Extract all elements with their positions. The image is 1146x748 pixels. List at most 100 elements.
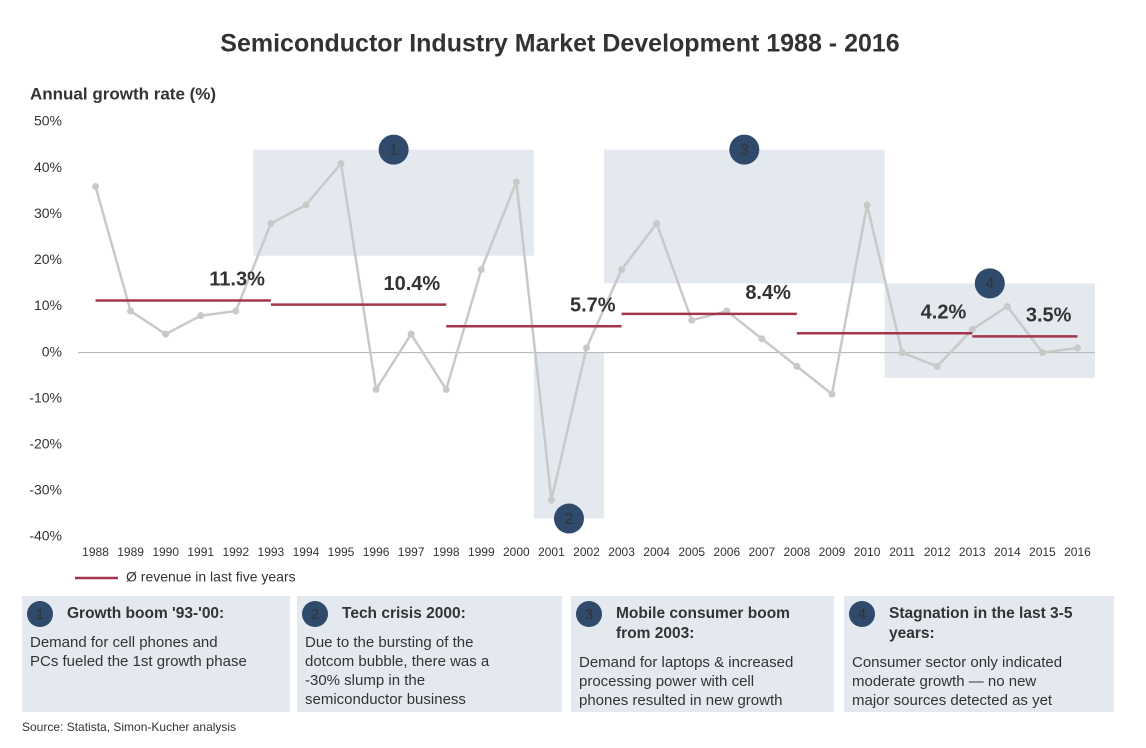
panel-title: Tech crisis 2000: — [342, 605, 466, 622]
x-tick-label: 2011 — [889, 545, 915, 559]
x-tick-label: 2012 — [924, 545, 951, 559]
growth-point — [442, 385, 450, 393]
x-tick-label: 2006 — [713, 545, 740, 559]
growth-point — [512, 178, 520, 186]
period-panel — [844, 596, 1114, 712]
growth-point — [828, 390, 836, 398]
growth-point — [477, 266, 485, 274]
y-tick-label: 20% — [34, 251, 62, 267]
panel-text: major sources detected as yet — [852, 692, 1053, 709]
growth-point — [968, 326, 976, 333]
growth-point — [863, 201, 871, 209]
panel-text: PCs fueled the 1st growth phase — [30, 653, 247, 670]
y-tick-label: -20% — [29, 435, 62, 451]
x-tick-label: 2005 — [678, 545, 705, 559]
panel-badge-label: 2 — [311, 606, 319, 623]
average-label: 10.4% — [384, 273, 441, 295]
average-label: 5.7% — [570, 295, 616, 317]
panel-text: dotcom bubble, there was a — [305, 653, 490, 670]
chart-title: Semiconductor Industry Market Developmen… — [220, 30, 899, 58]
x-tick-label: 1994 — [293, 545, 320, 559]
average-label: 3.5% — [1026, 305, 1072, 327]
growth-point — [933, 362, 941, 370]
x-tick-label: 2009 — [819, 545, 846, 559]
growth-point — [547, 496, 555, 504]
x-tick-label: 2000 — [503, 545, 530, 559]
period-panel — [297, 596, 562, 712]
period-panel — [22, 596, 290, 712]
x-tick-label: 1997 — [398, 545, 425, 559]
y-tick-label: -30% — [29, 482, 62, 498]
period-badge-label: 1 — [389, 142, 398, 159]
x-tick-label: 1999 — [468, 545, 495, 559]
panel-badge-label: 4 — [858, 606, 866, 623]
y-tick-label: 50% — [34, 113, 62, 129]
panel-title: Growth boom '93-'00: — [67, 605, 224, 622]
period-badge — [553, 503, 584, 534]
x-tick-label: 1988 — [82, 545, 109, 559]
x-tick-label: 2016 — [1064, 545, 1091, 559]
period-region — [253, 149, 534, 256]
period-badge-label: 3 — [740, 142, 749, 159]
panel-text: -30% slump in the — [305, 672, 425, 689]
panel-title: from 2003: — [616, 625, 694, 642]
legend-label: Ø revenue in last five years — [126, 569, 296, 585]
panel-text: Demand for cell phones and — [30, 634, 218, 651]
x-tick-label: 1993 — [258, 545, 285, 559]
source: Source: Statista, Simon-Kucher analysis — [22, 720, 236, 734]
x-tick-label: 2003 — [608, 545, 635, 559]
x-tick-label: 1995 — [328, 545, 355, 559]
y-tick-label: 0% — [42, 343, 62, 359]
x-tick-label: 2007 — [748, 545, 775, 559]
panel-text: Due to the bursting of the — [305, 634, 473, 651]
panel-badge — [27, 601, 53, 627]
growth-point — [407, 330, 415, 338]
growth-point — [618, 266, 626, 274]
y-tick-label: -10% — [29, 389, 62, 405]
growth-point — [1073, 344, 1081, 352]
growth-point — [653, 219, 661, 227]
x-tick-label: 2010 — [854, 545, 881, 559]
panel-title: years: — [889, 625, 935, 642]
panel-title: Stagnation in the last 3-5 — [889, 605, 1073, 622]
growth-point — [302, 201, 310, 209]
growth-point — [758, 335, 766, 343]
period-region — [604, 149, 885, 284]
panel-badge — [302, 601, 328, 627]
x-tick-label: 1990 — [152, 545, 179, 559]
x-tick-label: 1991 — [187, 545, 214, 559]
panel-text: Consumer sector only indicated — [852, 654, 1062, 671]
growth-point — [1003, 302, 1011, 310]
x-tick-label: 1989 — [117, 545, 144, 559]
growth-point — [898, 349, 906, 357]
growth-point — [372, 385, 380, 393]
period-badge — [729, 134, 760, 165]
period-panel — [571, 596, 834, 712]
panel-text: phones resulted in new growth — [579, 692, 782, 709]
y-tick-label: -40% — [29, 528, 62, 544]
panel-badge — [576, 601, 602, 627]
y-axis-title: Annual growth rate (%) — [30, 84, 216, 103]
growth-point — [793, 362, 801, 370]
x-tick-label: 2015 — [1029, 545, 1056, 559]
period-badge — [378, 134, 409, 165]
average-label: 8.4% — [745, 282, 791, 304]
growth-point — [127, 307, 135, 315]
average-label: 4.2% — [921, 301, 967, 323]
x-tick-label: 2013 — [959, 545, 986, 559]
growth-point — [688, 316, 696, 324]
y-tick-label: 30% — [34, 205, 62, 221]
growth-point — [267, 219, 275, 227]
period-region — [533, 352, 605, 519]
period-region — [884, 283, 1095, 378]
growth-point — [232, 307, 240, 315]
panel-text: Demand for laptops & increased — [579, 654, 793, 671]
growth-point — [92, 183, 100, 191]
x-tick-label: 2008 — [784, 545, 811, 559]
average-label: 11.3% — [209, 269, 265, 291]
y-tick-label: 40% — [34, 159, 62, 175]
panel-badge-label: 3 — [585, 606, 593, 623]
panel-text: processing power with cell — [579, 673, 754, 690]
panel-badge-label: 1 — [36, 606, 44, 623]
